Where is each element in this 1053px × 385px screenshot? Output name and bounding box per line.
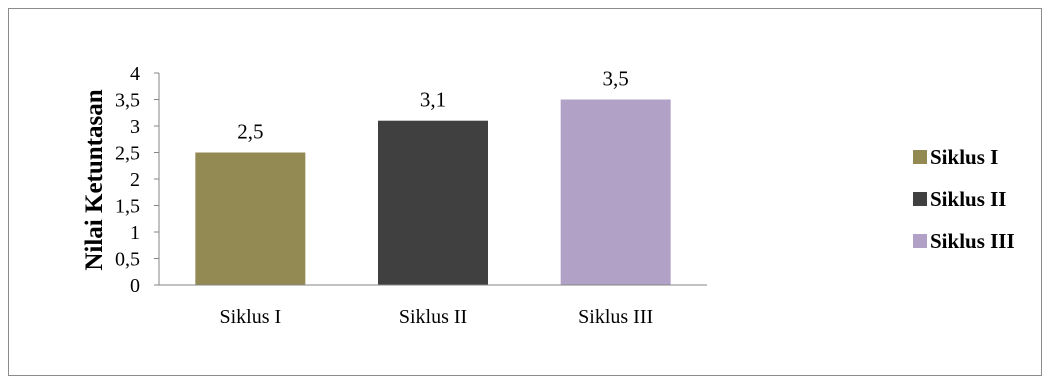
legend-label: Siklus III (930, 229, 1015, 253)
x-tick-label: Siklus III (578, 306, 653, 328)
y-tick-label: 0 (130, 275, 140, 297)
legend-swatch (913, 150, 927, 164)
legend-label: Siklus I (930, 145, 998, 169)
chart-frame (8, 8, 1042, 376)
x-tick-label: Siklus II (399, 306, 467, 328)
y-tick-label: 3,5 (115, 90, 140, 112)
data-label: 3,5 (603, 67, 629, 91)
y-tick-label: 2 (130, 169, 140, 191)
y-tick-label: 1,5 (115, 196, 140, 218)
data-label: 3,1 (420, 88, 446, 112)
y-tick-label: 3 (130, 116, 140, 138)
bars (195, 99, 671, 285)
bar (560, 99, 671, 285)
bar (378, 120, 488, 285)
legend: Siklus I Siklus II Siklus III (913, 145, 1015, 253)
legend-swatch (913, 192, 927, 206)
axes (158, 73, 707, 286)
y-axis-title: Nilai Ketuntasan (81, 89, 108, 270)
x-tick-label: Siklus I (219, 306, 281, 328)
y-tick-label: 1 (130, 222, 140, 244)
bar (195, 152, 306, 285)
y-axis-ticks: 0 0,5 1 1,5 2 2,5 3 3,5 4 (115, 63, 159, 297)
y-tick-label: 2,5 (115, 143, 140, 165)
data-labels: 2,5 3,1 3,5 (237, 67, 629, 144)
x-axis-ticks: Siklus I Siklus II Siklus III (219, 306, 653, 328)
legend-swatch (913, 234, 927, 248)
y-tick-label: 4 (130, 63, 140, 85)
data-label: 2,5 (237, 120, 263, 144)
y-tick-label: 0,5 (115, 249, 140, 271)
legend-label: Siklus II (930, 187, 1006, 211)
